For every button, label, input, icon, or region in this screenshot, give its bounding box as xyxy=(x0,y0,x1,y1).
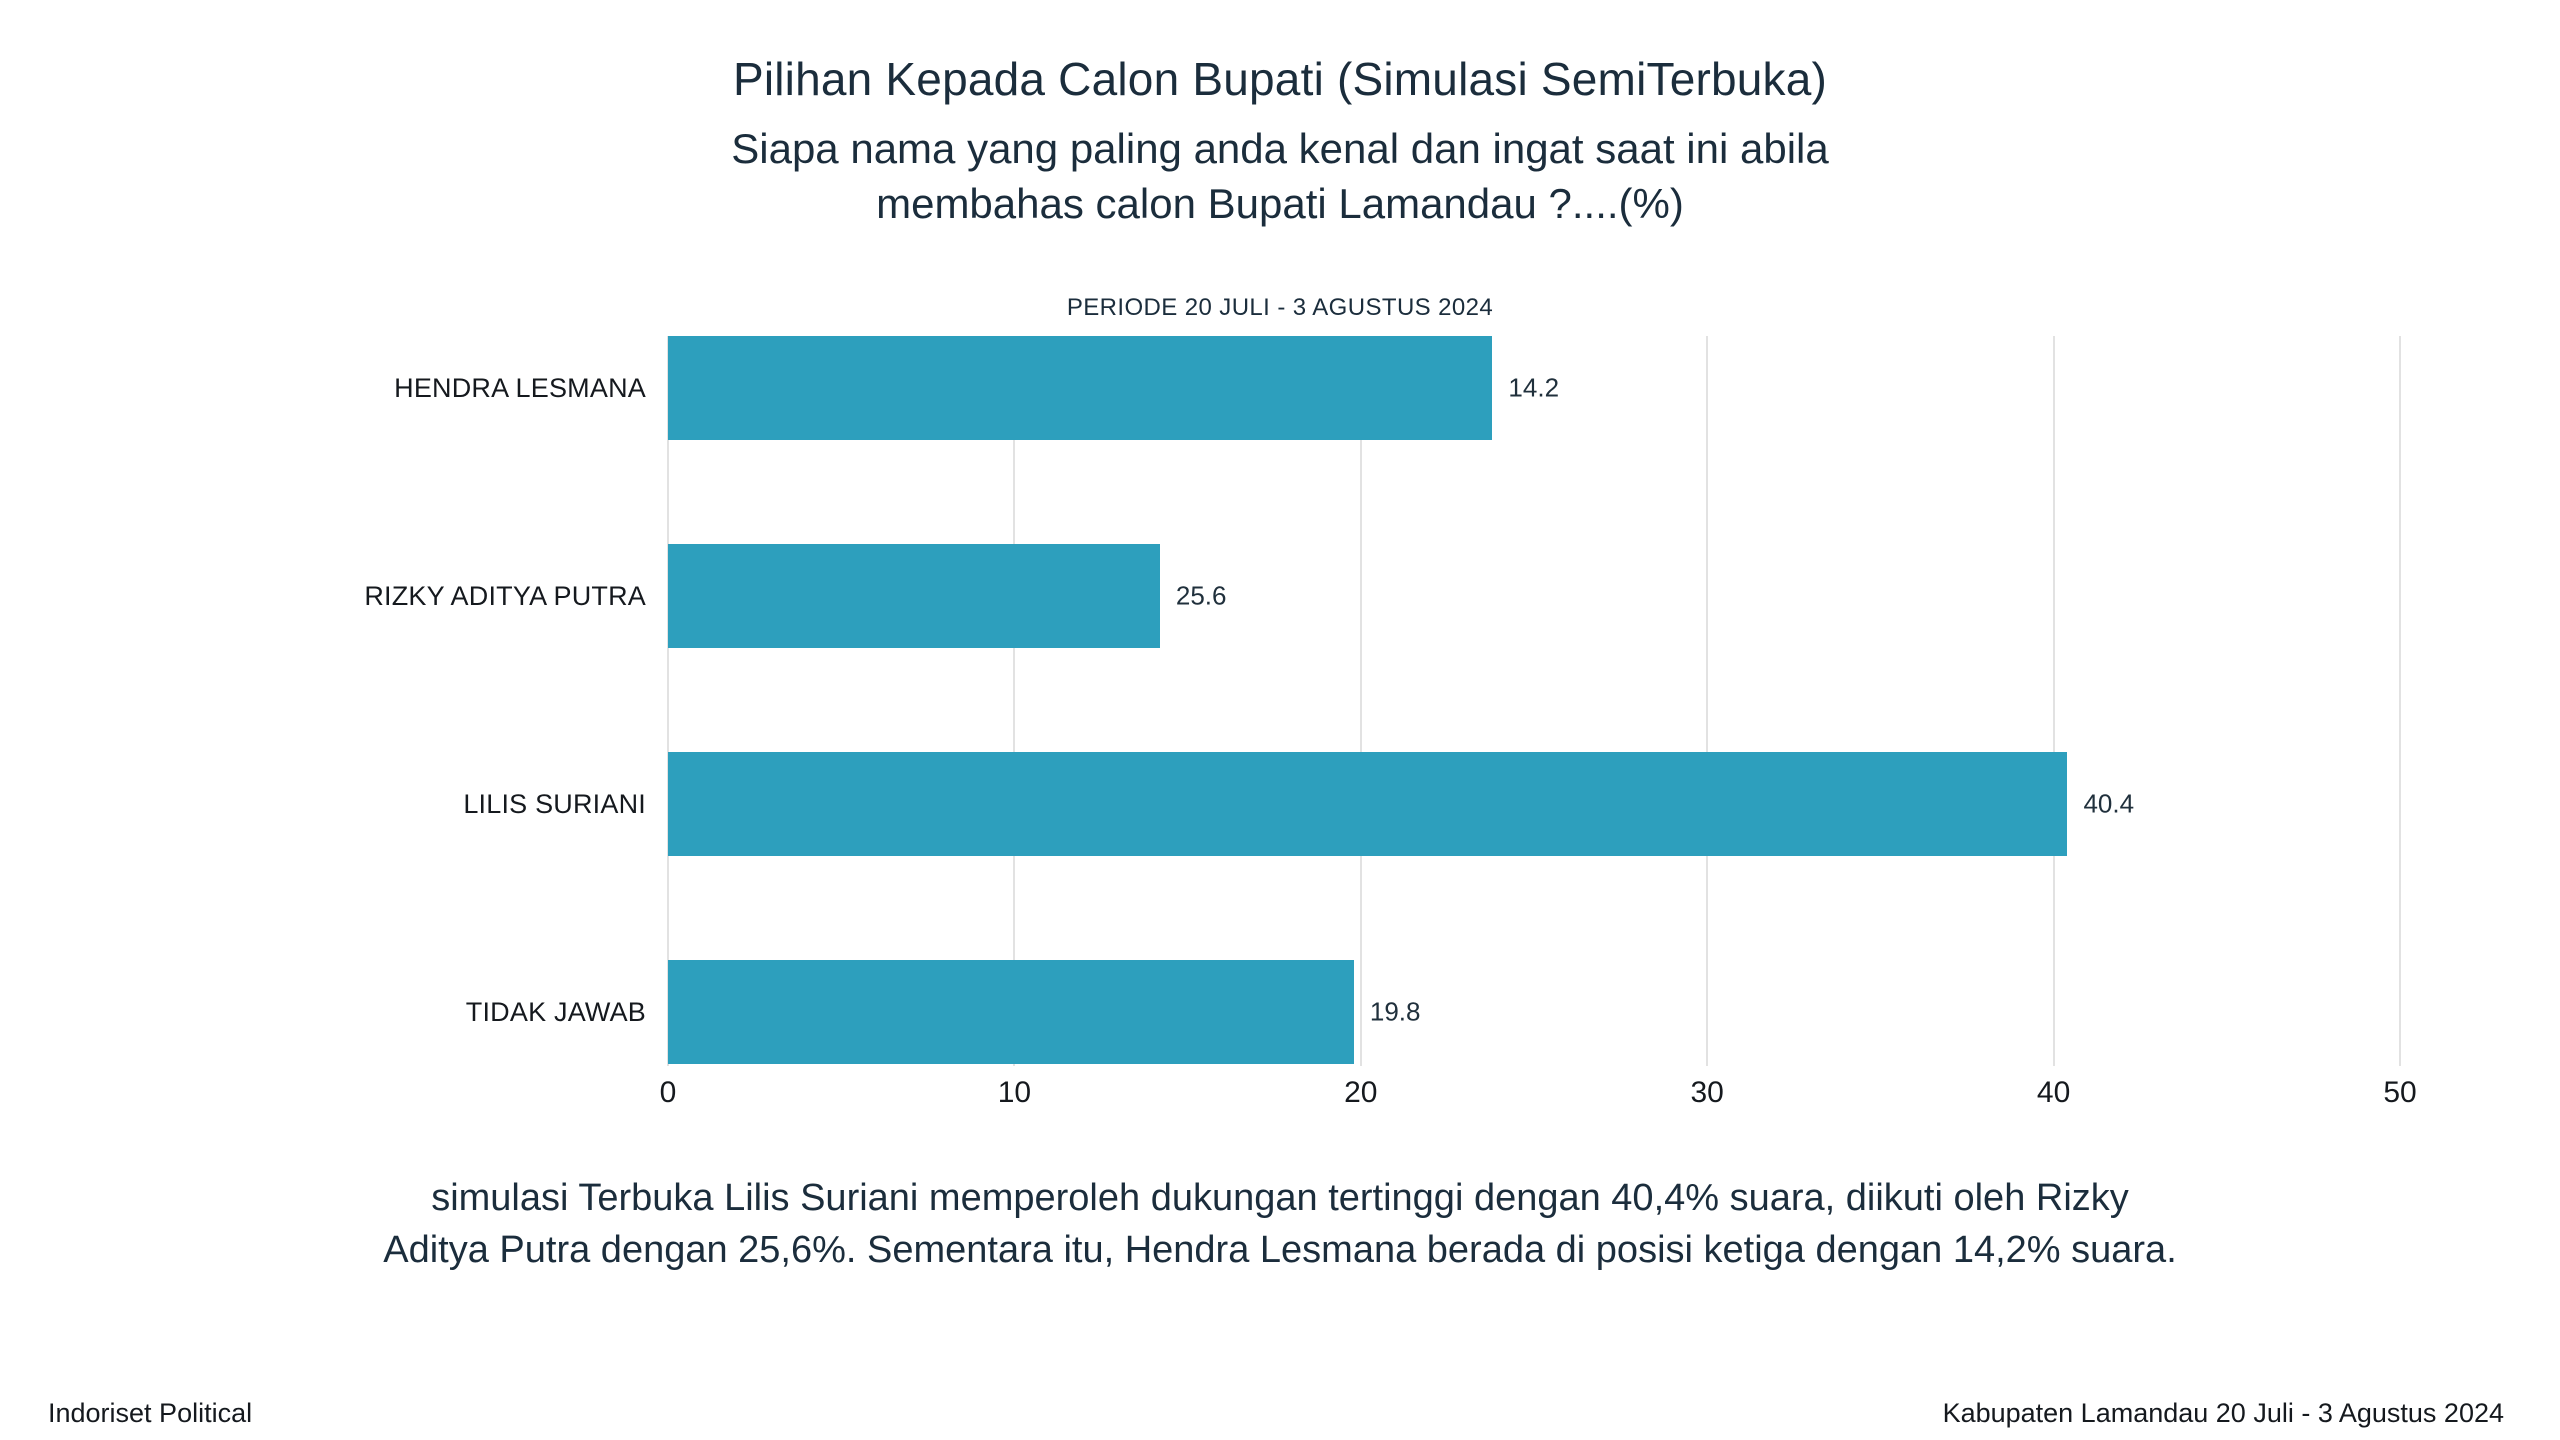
x-tick-0: 0 xyxy=(659,1076,677,1109)
summary-annotation: simulasi Terbuka Lilis Suriani memperole… xyxy=(100,1172,2460,1277)
bar-row: 40.4 xyxy=(668,752,2400,856)
category-label-hendra-lesmana: HENDRA LESMANA xyxy=(394,372,646,403)
plot-area: 14.2 25.6 40.4 19.8 0 10 xyxy=(660,336,2417,1109)
summary-annotation-line1: simulasi Terbuka Lilis Suriani memperole… xyxy=(431,1177,2129,1219)
x-tick-10: 10 xyxy=(997,1076,1032,1109)
survey-location-date: Kabupaten Lamandau 20 Juli - 3 Agustus 2… xyxy=(1942,1398,2504,1428)
chart-subtitle-line1: Siapa nama yang paling anda kenal dan in… xyxy=(731,125,1829,172)
x-tick-30: 30 xyxy=(1690,1076,1724,1109)
x-tick-40: 40 xyxy=(2036,1076,2071,1109)
chart-subtitle: Siapa nama yang paling anda kenal dan in… xyxy=(0,122,2560,231)
bar-rizky-aditya-putra: 25.6 xyxy=(668,544,1226,648)
x-tick-20: 20 xyxy=(1344,1076,1378,1109)
value-label-tidak-jawab: 19.8 xyxy=(1369,996,1421,1027)
bar-hendra-lesmana: 14.2 xyxy=(668,336,1559,440)
bar-tidak-jawab: 19.8 xyxy=(668,960,1420,1064)
gridline-20 xyxy=(1359,336,1362,1066)
chart-subtitle-line2: membahas calon Bupati Lamandau ?....(%) xyxy=(876,179,1684,227)
category-label-rizky-aditya-putra: RIZKY ADITYA PUTRA xyxy=(364,580,646,611)
summary-annotation-line2: Aditya Putra dengan 25,6%. Sementara itu… xyxy=(383,1229,2177,1272)
bar-row: 25.6 xyxy=(668,544,2400,648)
chart-title: Pilihan Kepada Calon Bupati (Simulasi Se… xyxy=(732,53,1828,105)
gridline-10 xyxy=(1013,336,1016,1066)
chart-period-label: PERIODE 20 JULI - 3 AGUSTUS 2024 xyxy=(1066,294,1494,321)
category-label-lilis-suriani: LILIS SURIANI xyxy=(463,788,646,819)
bar-row: 19.8 xyxy=(668,960,2400,1064)
value-label-rizky-aditya-putra: 25.6 xyxy=(1175,580,1227,611)
value-label-hendra-lesmana: 14.2 xyxy=(1508,372,1560,403)
bar-lilis-suriani: 40.4 xyxy=(668,752,2134,856)
gridline-0 xyxy=(667,336,669,1066)
gridline-30 xyxy=(1706,336,1709,1066)
gridline-50 xyxy=(2399,336,2401,1066)
x-axis: 0 10 20 30 40 50 xyxy=(660,1076,2417,1116)
category-label-tidak-jawab: TIDAK JAWAB xyxy=(465,996,646,1027)
bar-row: 14.2 xyxy=(668,336,2400,440)
x-tick-50: 50 xyxy=(2383,1076,2417,1109)
value-label-lilis-suriani: 40.4 xyxy=(2083,788,2135,819)
source-credit: Indoriset Political xyxy=(48,1398,253,1428)
gridline-40 xyxy=(2052,336,2055,1066)
